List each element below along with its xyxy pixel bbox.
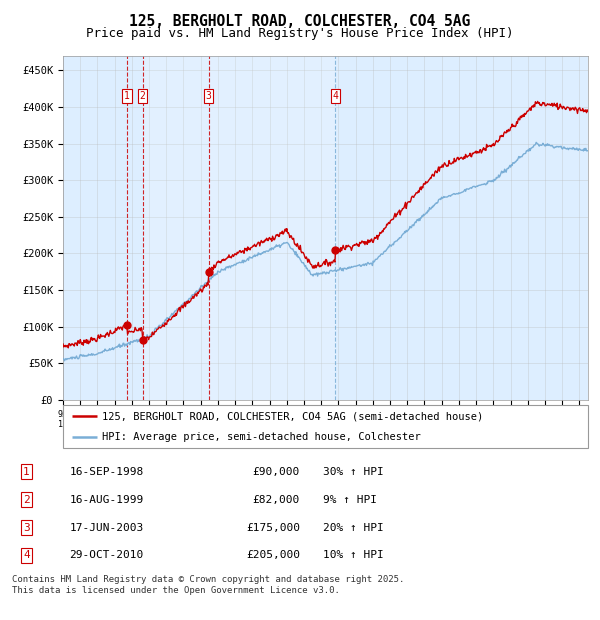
Text: £175,000: £175,000 [246,523,300,533]
Text: HPI: Average price, semi-detached house, Colchester: HPI: Average price, semi-detached house,… [103,432,421,441]
Text: 125, BERGHOLT ROAD, COLCHESTER, CO4 5AG (semi-detached house): 125, BERGHOLT ROAD, COLCHESTER, CO4 5AG … [103,412,484,422]
Text: 4: 4 [332,91,338,101]
Text: 2: 2 [140,91,145,101]
Text: £205,000: £205,000 [246,551,300,560]
Text: 3: 3 [23,523,30,533]
Text: 125, BERGHOLT ROAD, COLCHESTER, CO4 5AG: 125, BERGHOLT ROAD, COLCHESTER, CO4 5AG [130,14,470,29]
Text: £82,000: £82,000 [253,495,300,505]
Text: Contains HM Land Registry data © Crown copyright and database right 2025.
This d: Contains HM Land Registry data © Crown c… [12,575,404,595]
Text: 1: 1 [124,91,130,101]
Text: 4: 4 [23,551,30,560]
Text: 2: 2 [23,495,30,505]
Text: 16-AUG-1999: 16-AUG-1999 [70,495,144,505]
Bar [143,56,335,400]
Text: 1: 1 [23,467,30,477]
Text: 16-SEP-1998: 16-SEP-1998 [70,467,144,477]
Text: 30% ↑ HPI: 30% ↑ HPI [323,467,384,477]
Text: 29-OCT-2010: 29-OCT-2010 [70,551,144,560]
FancyBboxPatch shape [63,405,588,448]
Text: 17-JUN-2003: 17-JUN-2003 [70,523,144,533]
Text: Price paid vs. HM Land Registry's House Price Index (HPI): Price paid vs. HM Land Registry's House … [86,27,514,40]
Text: £90,000: £90,000 [253,467,300,477]
Text: 9% ↑ HPI: 9% ↑ HPI [323,495,377,505]
Text: 3: 3 [206,91,212,101]
Text: 10% ↑ HPI: 10% ↑ HPI [323,551,384,560]
Text: 20% ↑ HPI: 20% ↑ HPI [323,523,384,533]
